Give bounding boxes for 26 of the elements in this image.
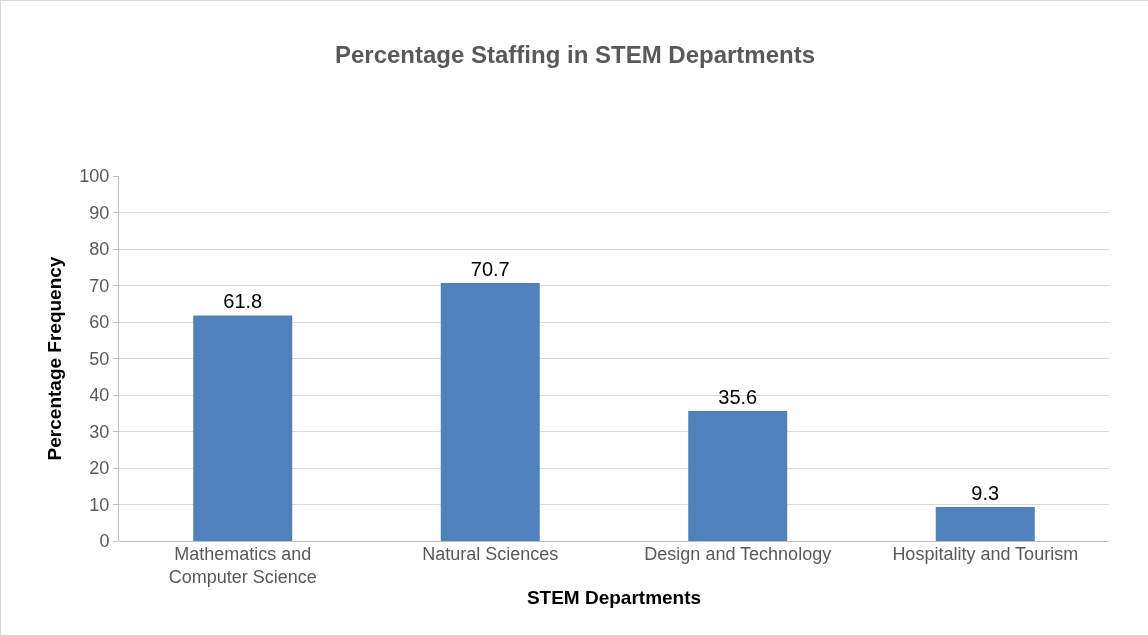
y-tick-label: 30 — [89, 421, 110, 442]
bar — [193, 315, 293, 541]
x-axis-title: STEM Departments — [526, 587, 702, 609]
y-tick-label: 40 — [89, 385, 110, 406]
x-tick-label: Hospitality and Tourism — [892, 544, 1079, 564]
y-tick-label: 70 — [89, 275, 110, 296]
data-label: 61.8 — [223, 290, 263, 313]
y-tick-label: 100 — [79, 166, 110, 187]
y-tick-label: 50 — [89, 348, 110, 369]
y-tick-label: 0 — [99, 531, 110, 552]
data-label: 70.7 — [470, 257, 510, 280]
data-label: 35.6 — [718, 386, 758, 409]
bar — [440, 282, 540, 541]
y-axis-title: Percentage Frequency — [44, 256, 66, 461]
y-tick-label: 10 — [89, 494, 110, 515]
x-tick-label: Natural Sciences — [422, 544, 559, 564]
y-tick-label: 90 — [89, 202, 110, 223]
y-tick-label: 80 — [89, 239, 110, 260]
x-tick-label: Mathematics and Computer Science — [168, 544, 317, 588]
chart-title: Percentage Staffing in STEM Departments — [334, 41, 816, 69]
data-label: 9.3 — [971, 482, 1000, 505]
bar — [688, 411, 788, 541]
x-tick-label: Design and Technology — [644, 544, 832, 564]
bar — [935, 507, 1035, 541]
y-tick-label: 20 — [89, 458, 110, 479]
y-tick-label: 60 — [89, 312, 110, 333]
